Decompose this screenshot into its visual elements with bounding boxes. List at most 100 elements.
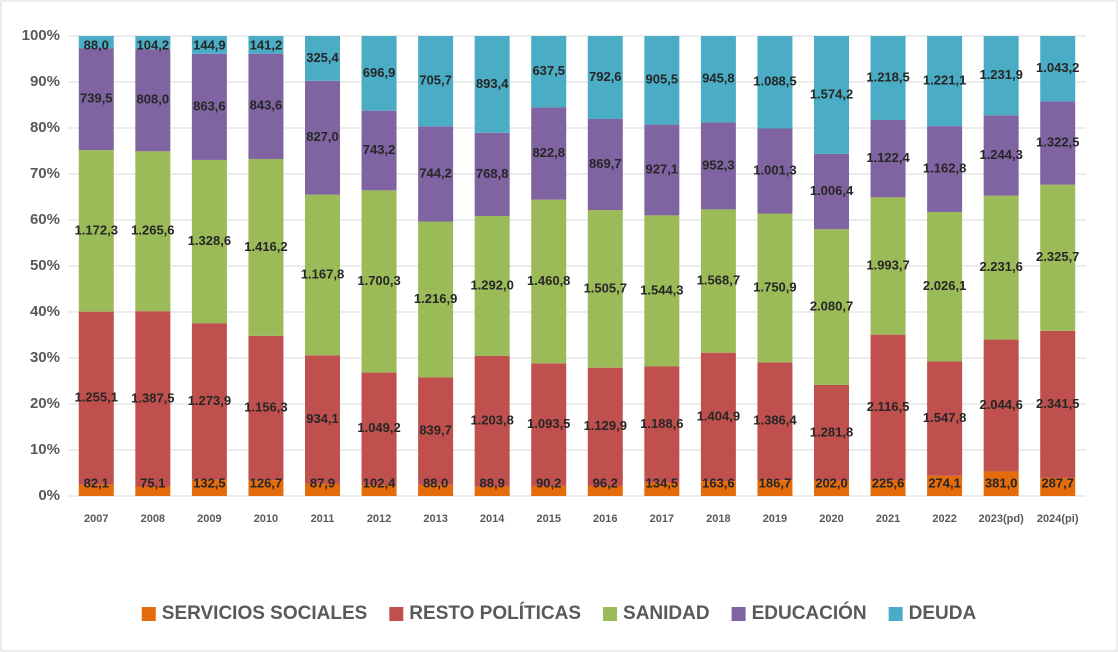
bar-segment — [700, 209, 736, 353]
y-tick-label: 30% — [30, 349, 60, 366]
value-label: 743,2 — [363, 142, 396, 157]
value-label: 2.026,1 — [923, 278, 966, 293]
bar-segment — [1040, 101, 1076, 185]
value-label: 945,8 — [702, 71, 735, 86]
bar-segment — [814, 153, 849, 230]
bar-segment — [135, 36, 171, 50]
value-label: 863,6 — [193, 98, 226, 113]
bar-segment — [1040, 184, 1076, 331]
value-label: 1.001,3 — [753, 162, 796, 177]
legend-swatch — [603, 607, 618, 621]
y-tick-label: 20% — [30, 395, 60, 412]
value-label: 1.404,9 — [697, 408, 740, 423]
bar-segment — [587, 210, 623, 368]
value-label: 1.505,7 — [584, 280, 627, 295]
bar-segment — [361, 110, 397, 191]
bar-segment — [248, 480, 284, 496]
bar-segment — [870, 197, 906, 335]
value-label: 1.049,2 — [357, 420, 400, 435]
bar-segment — [78, 48, 114, 151]
value-label: 144,9 — [193, 37, 226, 52]
bar-segment — [305, 194, 340, 356]
bar-segment — [418, 377, 454, 485]
bar-segment — [587, 485, 623, 496]
value-label: 1.547,8 — [923, 410, 966, 425]
bar-segment — [248, 53, 284, 159]
bar-segment — [1040, 330, 1076, 478]
value-label: 1.574,2 — [810, 86, 853, 101]
bar-segment — [418, 126, 454, 222]
value-label: 1.093,5 — [527, 416, 570, 431]
value-label: 88,0 — [423, 475, 448, 490]
legend-label: EDUCACIÓN — [752, 602, 867, 624]
x-tick-label: 2010 — [254, 513, 278, 525]
value-label: 132,5 — [193, 475, 226, 490]
value-label: 1.244,3 — [979, 147, 1022, 162]
bar-segment — [474, 355, 510, 487]
bar-segment — [305, 355, 340, 484]
bar-segment — [531, 363, 567, 486]
value-label: 952,3 — [702, 157, 735, 172]
bar-segment — [983, 36, 1019, 116]
value-label: 1.386,4 — [753, 413, 797, 428]
value-label: 381,0 — [985, 475, 1018, 490]
bar-segment — [644, 366, 680, 483]
value-label: 2.341,5 — [1036, 396, 1079, 411]
value-label: 274,1 — [928, 475, 961, 490]
value-label: 87,9 — [310, 475, 335, 490]
bar-segment — [78, 36, 114, 49]
value-label: 1.700,3 — [357, 273, 400, 288]
x-tick-label: 2024(pi) — [1037, 513, 1079, 525]
value-label: 905,5 — [646, 72, 679, 87]
bar-segment — [474, 36, 510, 133]
x-tick-label: 2008 — [141, 513, 165, 525]
bar-segment — [191, 323, 227, 480]
value-label: 1.088,5 — [753, 74, 796, 89]
value-label: 1.255,1 — [75, 390, 118, 405]
value-label: 126,7 — [250, 475, 283, 490]
legend-label: SERVICIOS SOCIALES — [162, 603, 368, 624]
bar-segment — [305, 483, 340, 496]
value-label: 808,0 — [137, 92, 170, 107]
bar-segment — [361, 190, 397, 373]
value-label: 1.188,6 — [640, 416, 683, 431]
y-tick-label: 10% — [30, 441, 60, 458]
bar-segment — [644, 215, 680, 367]
bar-segment — [361, 372, 397, 486]
y-tick-label: 60% — [30, 211, 60, 228]
bar-segment — [361, 36, 397, 111]
bar-segment — [927, 126, 963, 212]
y-tick-label: 40% — [30, 303, 60, 320]
bar-segment — [474, 486, 510, 496]
value-label: 1.231,9 — [979, 67, 1022, 82]
value-label: 1.167,8 — [301, 266, 344, 281]
value-label: 1.322,5 — [1036, 135, 1079, 150]
bar-segment — [700, 36, 736, 123]
bar-segment — [644, 482, 680, 496]
legend-swatch — [888, 607, 903, 621]
bar-segment — [1040, 36, 1076, 102]
bar-segment — [700, 122, 736, 210]
value-label: 696,9 — [363, 65, 396, 80]
value-label: 202,0 — [815, 475, 848, 490]
y-tick-label: 100% — [22, 27, 60, 44]
y-tick-label: 80% — [30, 119, 60, 136]
bar-segment — [531, 36, 567, 108]
value-label: 927,1 — [646, 161, 679, 176]
bar-segment — [305, 36, 340, 81]
value-label: 2.080,7 — [810, 298, 853, 313]
value-label: 1.172,3 — [75, 222, 118, 237]
value-label: 88,0 — [84, 37, 109, 52]
bar-segment — [757, 480, 793, 496]
value-label: 1.750,9 — [753, 279, 796, 294]
value-label: 1.006,4 — [810, 183, 854, 198]
bar-segment — [814, 36, 849, 154]
bar-segment — [418, 221, 454, 378]
value-label: 1.129,9 — [584, 418, 627, 433]
y-tick-label: 50% — [30, 257, 60, 274]
bar-segment — [757, 362, 793, 481]
bar-segment — [757, 36, 793, 129]
bar-segment — [814, 480, 849, 496]
value-label: 792,6 — [589, 69, 622, 84]
x-tick-label: 2015 — [536, 513, 560, 525]
